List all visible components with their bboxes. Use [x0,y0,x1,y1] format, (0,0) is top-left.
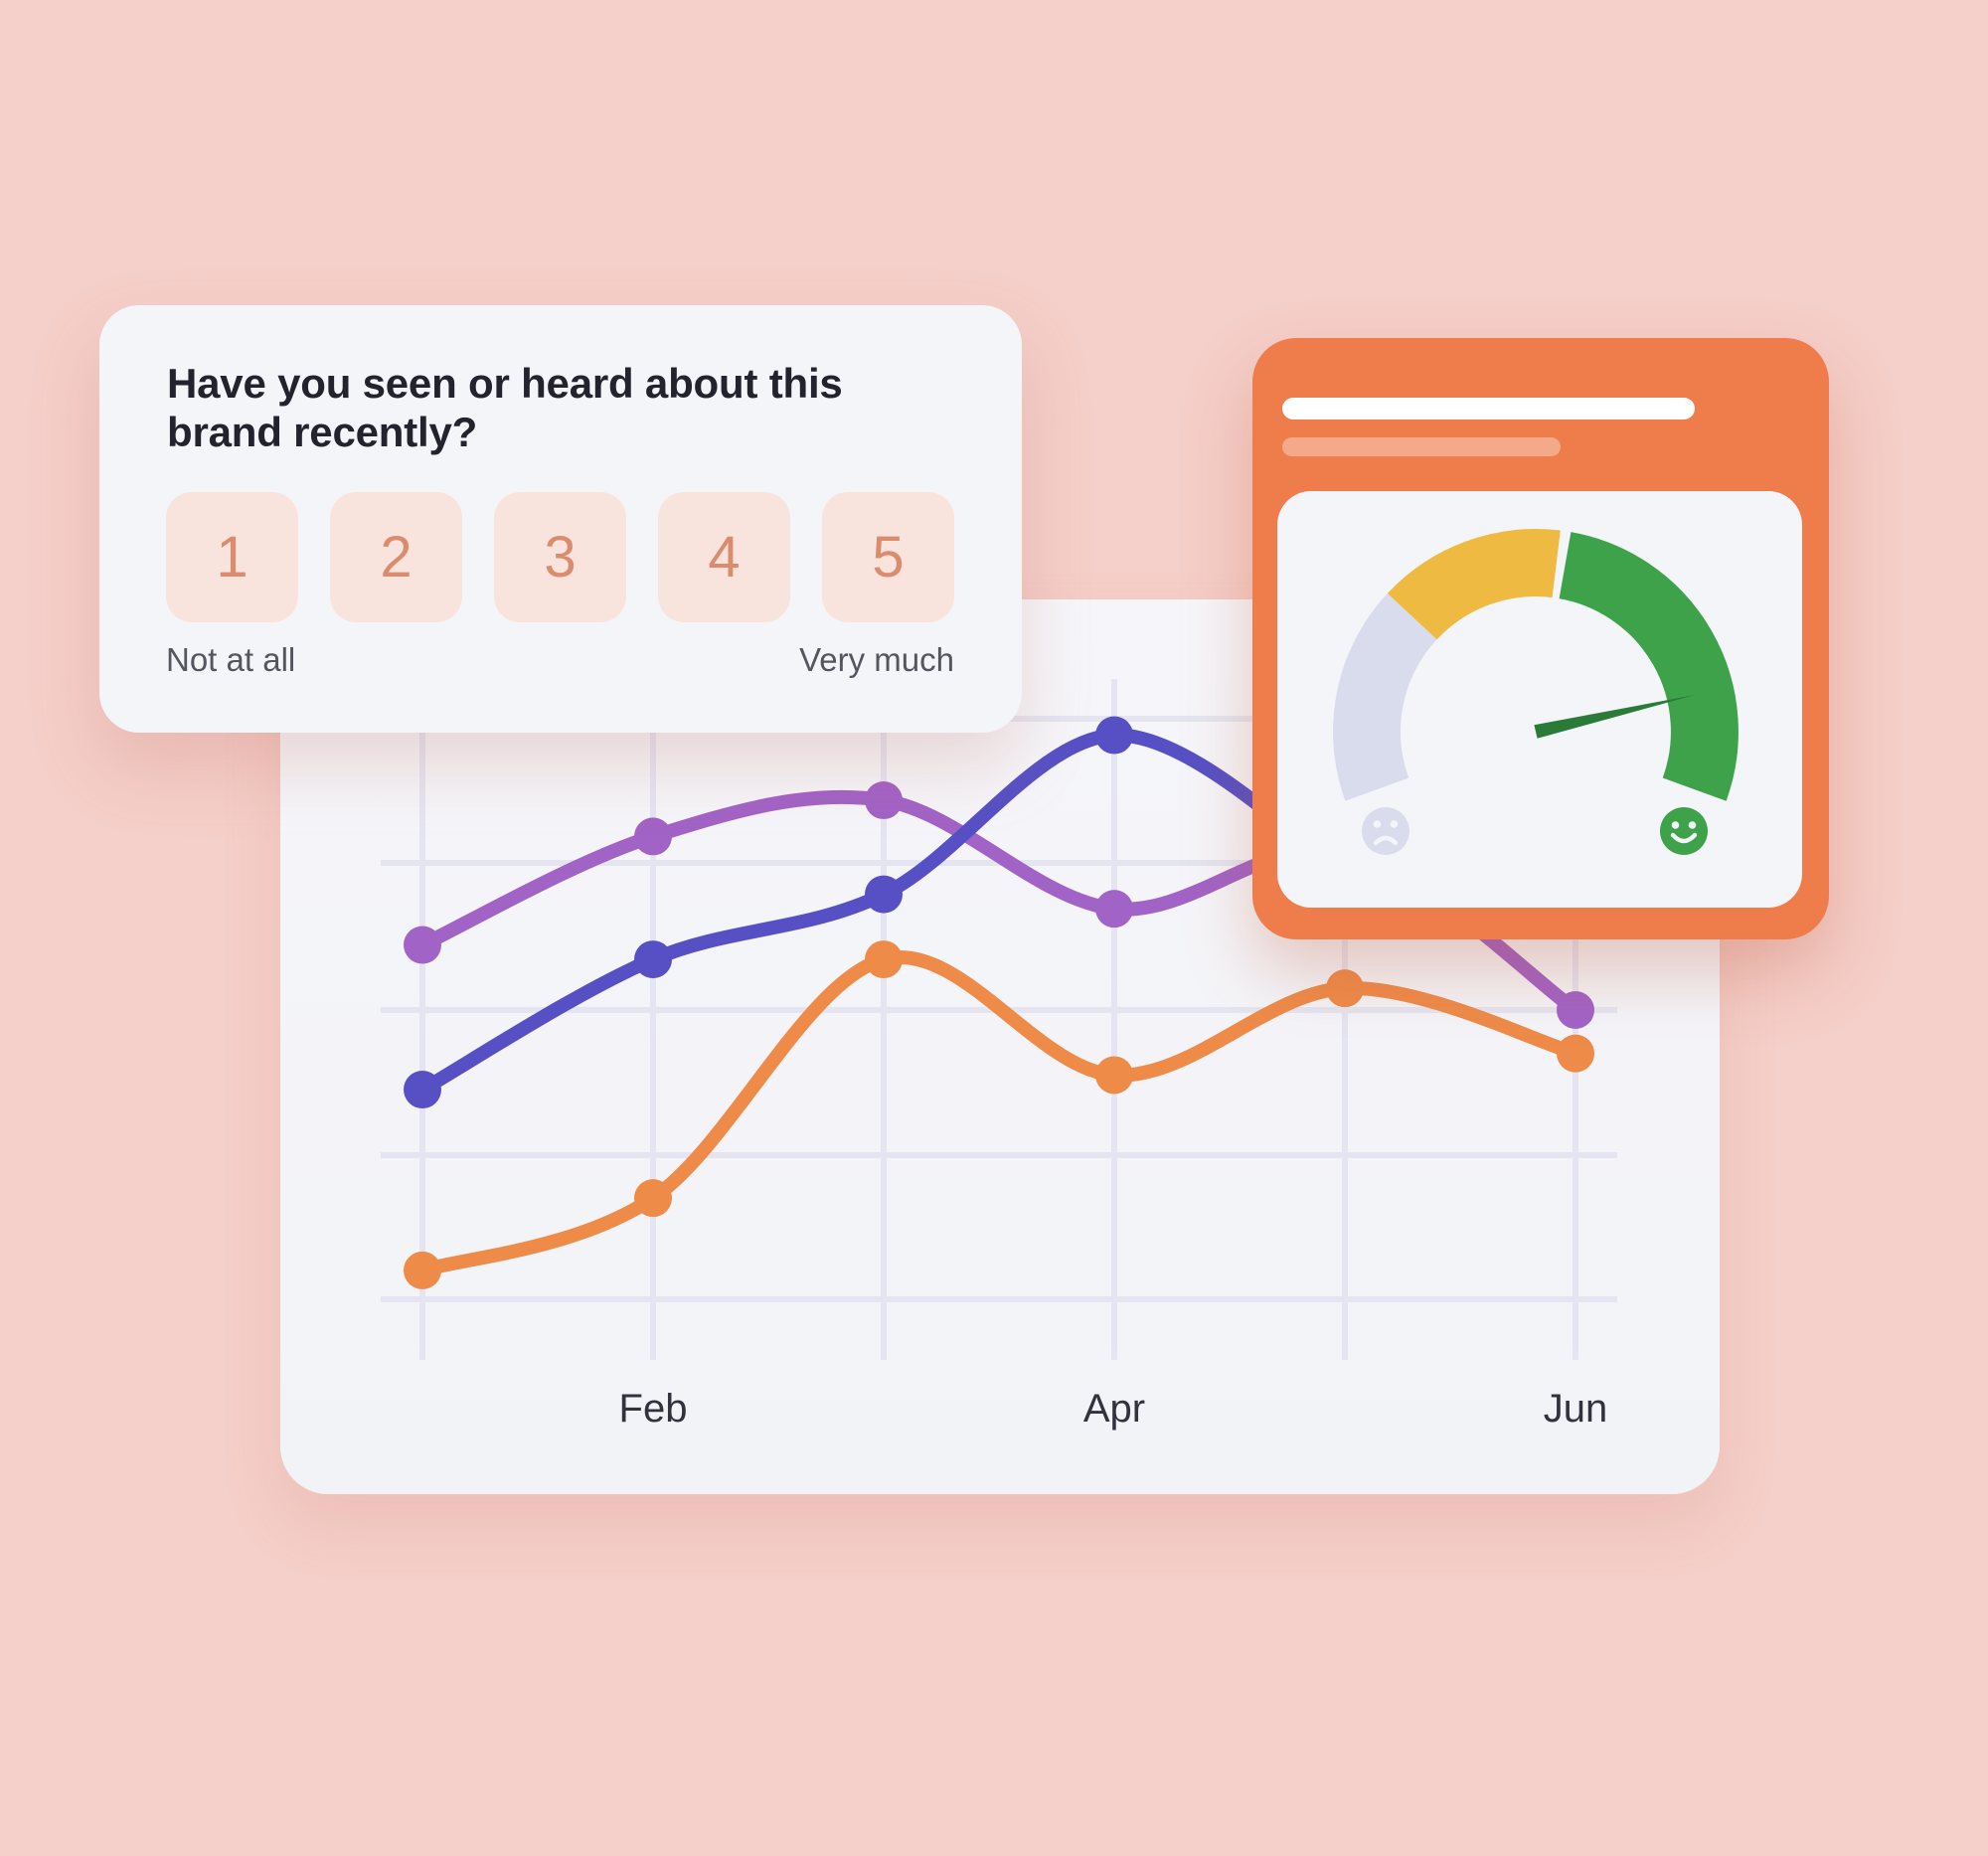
gauge-segment-mid [1387,529,1561,640]
orange-series-point [865,940,903,979]
line-chart: Feb Apr Jun [381,679,1617,1431]
subtitle-placeholder-bar [1282,437,1561,456]
gauge-segment-high [1558,532,1739,801]
orange-series-point [634,1179,672,1218]
indigo-series-point [634,940,672,979]
indigo-series-point [404,1071,441,1109]
rating-button-4[interactable]: 4 [658,492,790,622]
indigo-series-point [1095,716,1133,755]
purple-series-point [865,781,903,820]
rating-button-3[interactable]: 3 [494,492,626,622]
orange-series-point [1557,1034,1594,1073]
orange-series-point [1326,969,1364,1008]
gauge-panel [1277,491,1802,908]
purple-series-point [404,926,441,964]
purple-series-point [1095,890,1133,928]
orange-series-point [404,1251,441,1289]
purple-series-point [1557,991,1594,1029]
rating-button-1[interactable]: 1 [166,492,298,622]
scale-min-label: Not at all [166,641,296,678]
sad-face-icon [1362,807,1409,855]
gauge-segment-low [1333,592,1438,801]
orange-series-point [1095,1056,1133,1095]
gauge-card [1252,338,1829,939]
survey-question: Have you seen or heard about this brand … [167,360,843,455]
x-axis-label: Apr [1083,1387,1145,1431]
happy-face-icon [1660,807,1708,855]
gauge-needle [1534,694,1696,739]
orange-series-line [415,950,1582,1277]
indigo-series-point [865,875,903,914]
satisfaction-gauge [1333,529,1739,855]
x-axis-label: Feb [619,1387,688,1431]
rating-button-2[interactable]: 2 [330,492,462,622]
title-placeholder-bar [1282,398,1695,420]
x-axis-label: Jun [1544,1387,1608,1431]
survey-card: Have you seen or heard about this brand … [99,305,1022,733]
rating-button-5[interactable]: 5 [822,492,954,622]
scale-max-label: Very much [799,641,954,678]
purple-series-point [634,817,672,856]
